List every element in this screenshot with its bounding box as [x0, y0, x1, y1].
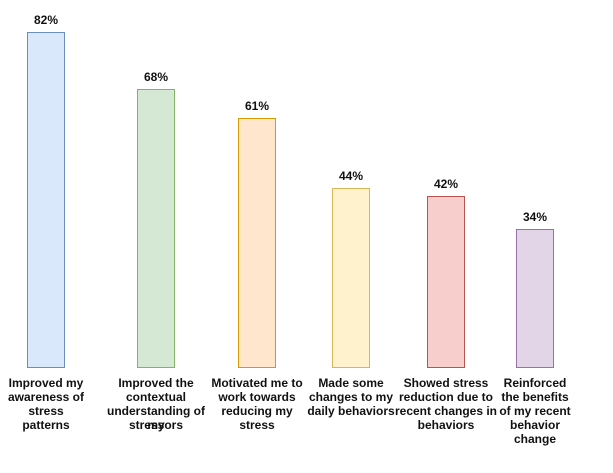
category-label-line: Made some — [318, 376, 384, 390]
category-label-line: Improved my — [8, 376, 84, 390]
category-label-line: recent changes in — [394, 404, 498, 418]
bar — [427, 195, 465, 368]
category-label-line: stress — [28, 404, 64, 418]
category-label: Improved the contextual understanding of m… — [98, 376, 214, 432]
category-label-line: of my recent — [499, 404, 571, 418]
category-label-line: Motivated me to — [211, 376, 303, 390]
category-label-line: daily behaviors — [307, 404, 395, 418]
category-label: Showed stress reduction due to recent chan… — [388, 376, 504, 432]
category-label-line: behavior — [509, 418, 560, 432]
bar — [332, 187, 370, 368]
category-label-line: stressors — [128, 418, 184, 432]
category-label-line: stress — [239, 418, 275, 432]
category-label-line: behaviors — [417, 418, 475, 432]
bar-value-label: 34% — [522, 209, 548, 224]
category-label-line: Improved the — [118, 376, 194, 390]
bar-value-label: 42% — [433, 176, 459, 191]
category-label: Made some changes to my daily behaviors — [293, 376, 409, 418]
bar — [137, 89, 175, 368]
category-label-line: awareness of — [7, 390, 85, 404]
bar-value-label: 82% — [33, 12, 59, 27]
category-label-line: understanding of my — [107, 404, 205, 432]
category-label-line: contextual — [125, 390, 186, 404]
bar — [516, 228, 554, 368]
category-label-line: work towards — [218, 390, 296, 404]
category-label: Reinforced the benefits of my recent behavi… — [477, 376, 593, 446]
category-label-line: the benefits — [501, 390, 569, 404]
category-label: Improved my awareness of stress patterns — [0, 376, 104, 432]
category-label-line: patterns — [22, 418, 70, 432]
bar-value-label: 68% — [143, 70, 169, 85]
category-label-line: changes to my — [308, 390, 394, 404]
bar — [27, 31, 65, 368]
category-label-line: Showed stress — [403, 376, 489, 390]
category-label-line: reducing my — [221, 404, 293, 418]
bar — [238, 117, 276, 368]
category-label-line: change — [513, 432, 556, 446]
bar-value-label: 44% — [338, 168, 364, 183]
category-label-line: reduction due to — [399, 390, 493, 404]
bar-value-label: 61% — [244, 98, 270, 113]
category-label-line: Reinforced — [503, 376, 567, 390]
category-label: Motivated me to work towards reducing my st… — [199, 376, 315, 432]
